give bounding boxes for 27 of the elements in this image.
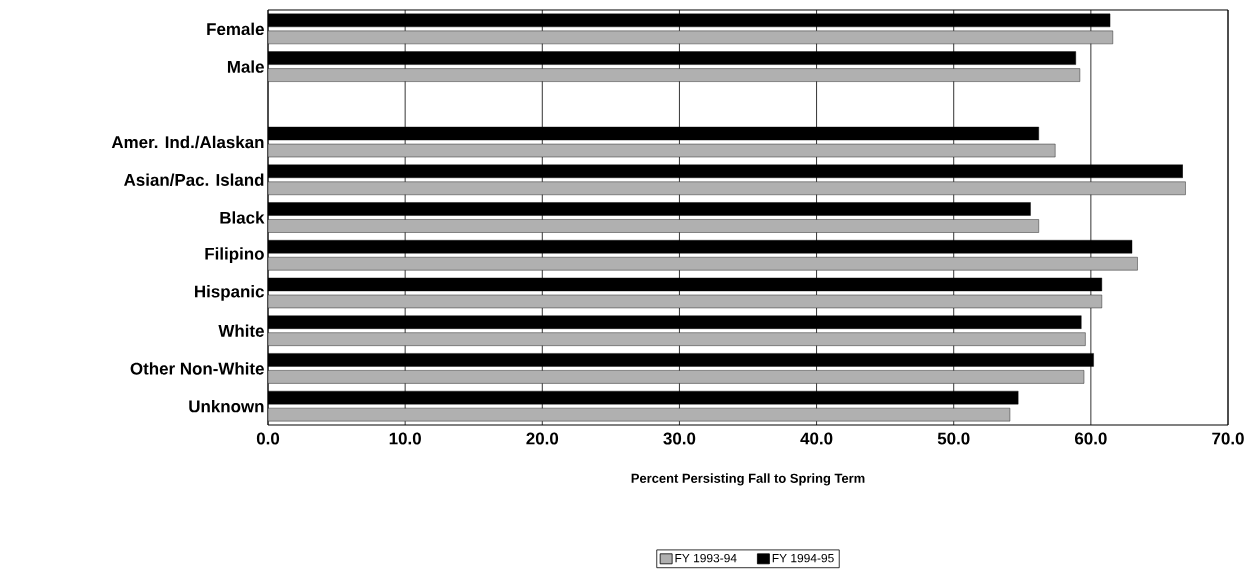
- x-axis-title: Percent Persisting Fall to Spring Term: [631, 473, 865, 486]
- x-tick-label: 20.0: [526, 432, 559, 445]
- bar: [268, 181, 1186, 195]
- y-tick-label: Other Non-White: [130, 362, 264, 375]
- bar: [268, 219, 1039, 233]
- y-tick-label: Female: [207, 22, 264, 36]
- x-tick-label: 60.0: [1075, 432, 1107, 445]
- y-tick-label: Male: [227, 60, 264, 73]
- y-tick-label: Amer. Ind./Alaskan: [111, 135, 264, 149]
- legend-label: FY 1993-94: [675, 553, 737, 563]
- bar: [268, 68, 1081, 82]
- x-tick-label: 40.0: [800, 432, 833, 445]
- legend-label: FY 1994-95: [772, 553, 834, 563]
- bar: [268, 370, 1085, 384]
- x-tick-label: 50.0: [937, 432, 970, 445]
- y-tick-label: Black: [220, 211, 265, 224]
- x-tick-label: 10.0: [389, 432, 421, 445]
- bar: [268, 257, 1138, 271]
- y-tick-label: White: [218, 324, 264, 337]
- y-tick-label: Unknown: [189, 399, 264, 413]
- y-tick-label: Hispanic: [195, 285, 264, 301]
- x-tick-label: 70.0: [1212, 432, 1244, 445]
- y-tick-label: Filipino: [205, 247, 264, 264]
- x-tick-label: 30.0: [663, 432, 696, 445]
- y-tick-label: Asian/Pac. Island: [124, 173, 264, 187]
- x-tick-label: 0.0: [256, 432, 280, 445]
- bar: [268, 332, 1086, 346]
